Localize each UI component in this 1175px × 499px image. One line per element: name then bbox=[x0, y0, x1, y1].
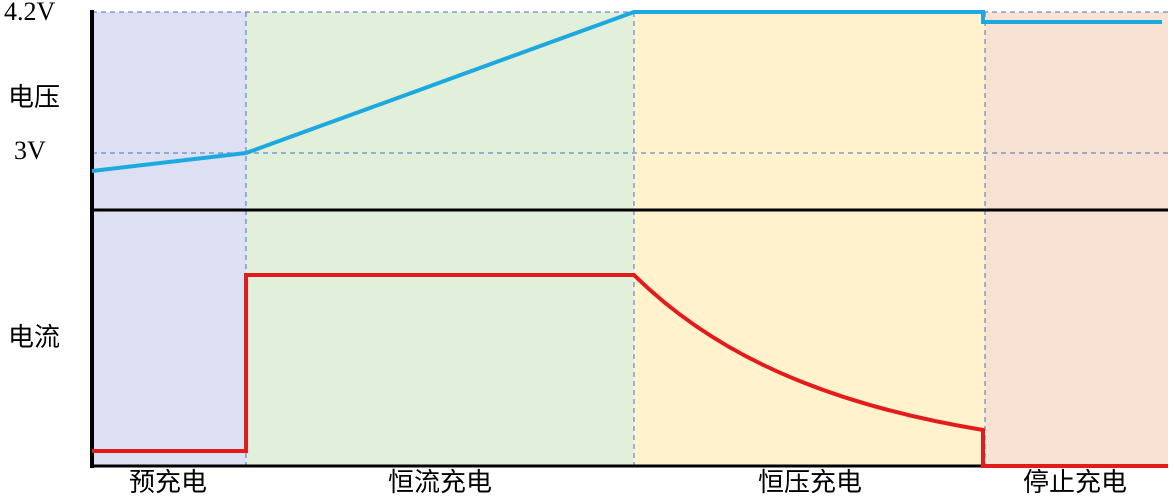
axis-label: 4.2V bbox=[4, 0, 56, 26]
phase-background bbox=[985, 12, 1168, 466]
phase-background bbox=[92, 12, 246, 466]
phase-label: 停止充电 bbox=[1023, 468, 1127, 497]
phase-label: 预充电 bbox=[129, 468, 207, 497]
phase-label: 恒压充电 bbox=[758, 468, 862, 497]
phase-background bbox=[634, 12, 985, 466]
axis-label: 电流 bbox=[8, 323, 60, 352]
phase-label: 恒流充电 bbox=[388, 468, 492, 497]
axis-label: 3V bbox=[14, 136, 46, 165]
phase-background bbox=[246, 12, 634, 466]
axis-label: 电压 bbox=[8, 83, 60, 112]
voltage-curve bbox=[91, 10, 1162, 173]
current-curve bbox=[92, 273, 1168, 468]
